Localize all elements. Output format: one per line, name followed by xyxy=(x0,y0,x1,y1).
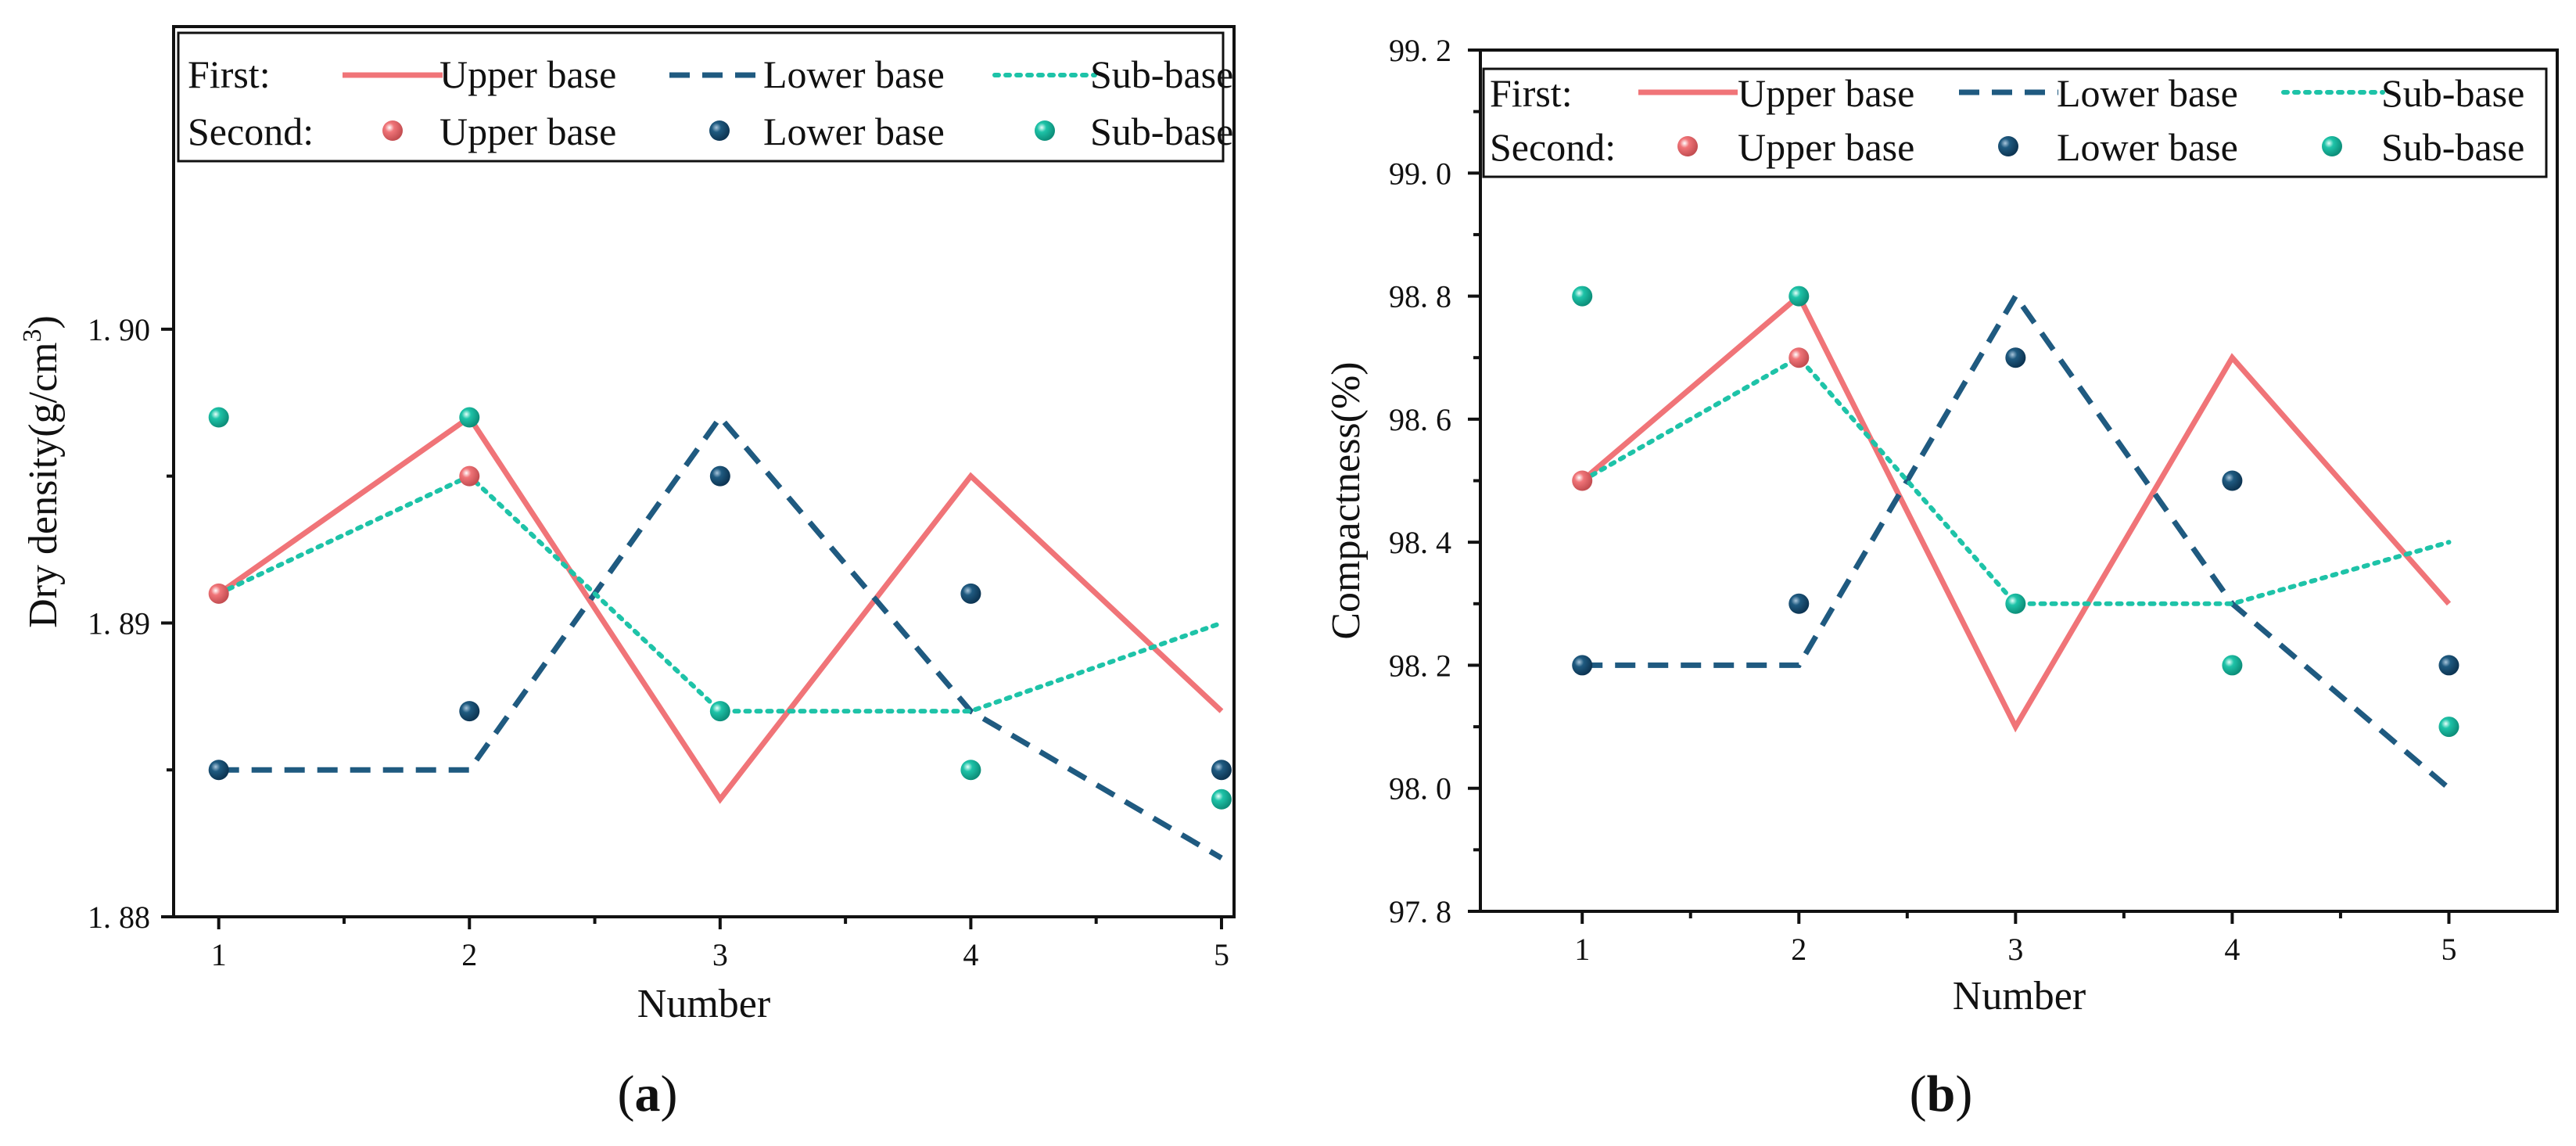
y-tick-label: 1. 88 xyxy=(88,900,150,935)
series-line-upper xyxy=(1580,292,2452,733)
panel-letter-a: a xyxy=(635,1065,661,1123)
legend-first-label: First: xyxy=(188,52,271,96)
data-point-sub xyxy=(1572,286,1593,307)
data-point-sub xyxy=(208,407,229,428)
data-point-upper xyxy=(1572,470,1593,491)
y-tick-label: 99. 0 xyxy=(1389,156,1451,191)
legend-second-label: Second: xyxy=(188,110,314,153)
x-tick-label: 2 xyxy=(1791,932,1806,967)
x-tick-label: 3 xyxy=(2007,932,2023,967)
legend-label-upper: Upper base xyxy=(439,52,616,96)
legend-label-lower: Lower base xyxy=(2057,71,2238,115)
x-axis-title: Number xyxy=(637,982,770,1026)
data-point-lower xyxy=(2222,470,2243,491)
series-line-lower xyxy=(1582,291,2451,791)
x-tick-label: 5 xyxy=(2441,932,2456,967)
data-point-sub xyxy=(960,760,981,781)
data-point-upper xyxy=(459,465,480,487)
data-point-lower xyxy=(208,760,229,781)
legend-marker-lower xyxy=(709,120,730,141)
x-tick-label: 4 xyxy=(963,937,978,972)
plot-frame xyxy=(1479,48,2559,913)
legend-label-sub-second: Sub-base xyxy=(2381,125,2524,169)
series-line-lower xyxy=(218,412,1223,860)
panel-label-a: (a) xyxy=(618,1065,678,1123)
y-axis-title-main: Dry density(g/cm xyxy=(21,342,66,627)
y-tick-label: 98. 6 xyxy=(1389,402,1451,437)
legend-box xyxy=(177,31,1225,163)
series-line-upper xyxy=(217,413,1224,804)
y-tick-label: 1. 90 xyxy=(88,312,150,347)
legend-label-lower-second: Lower base xyxy=(2057,125,2238,169)
panel-label-b: (b) xyxy=(1910,1065,1973,1123)
data-point-sub xyxy=(459,407,480,428)
data-point-lower xyxy=(1788,593,1810,614)
panel-letter-b: b xyxy=(1927,1065,1956,1123)
data-point-sub xyxy=(1788,286,1810,307)
data-point-sub xyxy=(1211,789,1232,810)
data-point-lower xyxy=(709,465,730,487)
series-layer xyxy=(1572,286,2459,791)
series-layer xyxy=(208,407,1232,860)
legend-label-upper: Upper base xyxy=(1738,71,1914,115)
legend-label-upper-second: Upper base xyxy=(1738,125,1914,169)
legend-marker-sub xyxy=(2322,136,2342,156)
legend: First: Second: Upper base Lower base Sub… xyxy=(177,31,1233,163)
data-point-sub xyxy=(709,701,730,722)
legend-label-lower: Lower base xyxy=(763,52,945,96)
y-tick-label: 99. 2 xyxy=(1389,33,1451,68)
y-axis-title: Compactness(%) xyxy=(1324,361,1369,639)
x-tick-label: 1 xyxy=(1574,932,1590,967)
legend-label-sub: Sub-base xyxy=(2381,71,2524,115)
legend-marker-upper xyxy=(1677,136,1698,156)
legend-label-upper-second: Upper base xyxy=(439,110,616,153)
legend-label-lower-second: Lower base xyxy=(763,110,945,153)
y-axis-title-superscript: 3 xyxy=(18,329,47,342)
series-line-sub xyxy=(216,473,1224,714)
x-tick-label: 3 xyxy=(712,937,728,972)
legend-marker-lower xyxy=(1998,136,2018,156)
data-point-lower xyxy=(459,701,480,722)
x-tick-label: 5 xyxy=(1214,937,1229,972)
y-tick-label: 98. 2 xyxy=(1389,648,1451,683)
x-axis-title: Number xyxy=(1953,974,2086,1018)
data-point-lower xyxy=(2438,655,2459,676)
y-axis-title: Dry density(g/cm3) xyxy=(18,315,66,628)
y-tick-label: 98. 8 xyxy=(1389,279,1451,314)
legend-first-label: First: xyxy=(1490,71,1573,115)
legend-marker-sub xyxy=(1035,120,1055,141)
legend: First: Second: Upper base Lower base Sub… xyxy=(1482,67,2548,178)
y-tick-label: 98. 0 xyxy=(1389,771,1451,807)
legend-box xyxy=(1482,67,2548,178)
x-tick-label: 1 xyxy=(211,937,227,972)
data-point-lower xyxy=(2005,347,2026,368)
legend-label-sub: Sub-base xyxy=(1090,52,1233,96)
legend-second-label: Second: xyxy=(1490,125,1616,169)
plot-frame xyxy=(172,25,1236,918)
data-point-upper xyxy=(208,583,229,604)
y-axis-title-close: ) xyxy=(21,315,66,329)
y-tick-label: 97. 8 xyxy=(1389,894,1451,929)
data-point-sub xyxy=(2222,655,2243,676)
data-point-upper xyxy=(1788,347,1810,368)
x-tick-label: 4 xyxy=(2224,932,2240,967)
axis-ticks: 1 2 3 4 5 97. 8 98. 0 98. 2 98. 4 98. 6 98. 8 99. 0… xyxy=(1389,33,2456,967)
y-tick-label: 1. 89 xyxy=(88,605,150,641)
legend-marker-upper xyxy=(382,120,403,141)
data-point-lower xyxy=(1572,655,1593,676)
legend-label-sub-second: Sub-base xyxy=(1090,110,1233,153)
series-line-sub xyxy=(1580,354,2452,606)
data-point-lower xyxy=(1211,760,1232,781)
data-point-sub xyxy=(2438,717,2459,738)
data-point-lower xyxy=(960,583,981,604)
chart-panel-a: 1 2 3 4 5 1. 88 1. 89 1. 90 First: Second: Uppe… xyxy=(18,25,1236,1123)
y-tick-label: 98. 4 xyxy=(1389,525,1451,560)
axis-ticks: 1 2 3 4 5 1. 88 1. 89 1. 90 xyxy=(88,312,1229,972)
chart-panel-b: 1 2 3 4 5 97. 8 98. 0 98. 2 98. 4 98. 6 98. 8 99. 0… xyxy=(1324,33,2559,1123)
x-tick-label: 2 xyxy=(461,937,477,972)
data-point-sub xyxy=(2005,593,2026,614)
